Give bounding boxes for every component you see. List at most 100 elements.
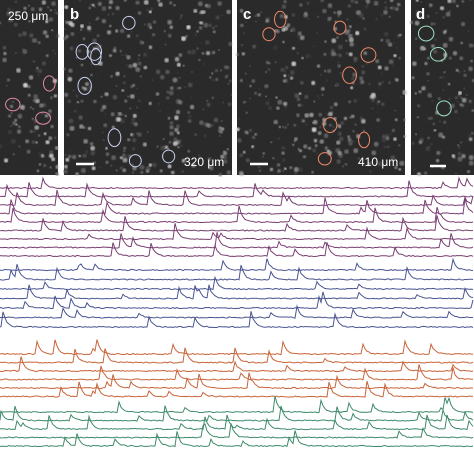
roi-outline [274, 10, 287, 29]
panel-label: c [243, 6, 251, 23]
trace [0, 311, 474, 329]
cell-speck [468, 154, 474, 161]
cell-speck [269, 167, 274, 172]
cell-speck [51, 29, 54, 32]
cell-speck [199, 10, 204, 15]
cell-speck [128, 64, 133, 69]
cell-speck [426, 72, 430, 76]
trace [0, 414, 474, 431]
cell-speck [469, 0, 472, 1]
cell-speck [26, 97, 29, 99]
roi-outline [77, 76, 92, 95]
cell-speck [260, 11, 263, 14]
cell-speck [198, 58, 201, 62]
cell-speck [352, 129, 355, 133]
cell-speck [454, 109, 458, 114]
trace [0, 284, 474, 300]
cell-speck [38, 7, 43, 12]
cell-speck [52, 49, 55, 52]
cell-speck [340, 121, 345, 126]
cell-speck [45, 34, 49, 39]
cell-speck [248, 101, 251, 103]
cell-speck [458, 146, 460, 149]
cell-speck [460, 141, 463, 144]
image-background [411, 0, 474, 175]
cell-speck [471, 109, 474, 112]
cell-speck [337, 64, 341, 68]
cell-speck [265, 95, 267, 98]
cell-speck [169, 25, 174, 30]
cell-speck [435, 12, 438, 14]
cell-speck [147, 123, 149, 125]
cell-speck [421, 87, 425, 90]
cell-speck [433, 129, 436, 132]
cell-speck [387, 42, 393, 47]
cell-speck [463, 87, 466, 90]
cell-speck [93, 5, 96, 8]
cell-speck [126, 55, 131, 60]
cell-speck [289, 70, 295, 76]
cell-speck [89, 142, 94, 146]
cell-speck [282, 40, 285, 44]
cell-speck [96, 34, 100, 38]
cell-speck [101, 104, 107, 110]
cell-speck [0, 71, 2, 74]
cell-speck [226, 9, 231, 15]
cell-speck [10, 19, 14, 22]
cell-speck [13, 22, 18, 27]
cell-speck [468, 43, 473, 48]
cell-speck [468, 133, 472, 138]
cell-speck [289, 76, 294, 80]
cell-speck [124, 114, 127, 118]
cell-speck [325, 146, 328, 149]
cell-speck [284, 70, 287, 73]
cell-speck [272, 157, 275, 160]
cell-speck [187, 119, 192, 123]
trace [0, 339, 473, 356]
cell-speck [54, 146, 59, 150]
cell-speck [345, 52, 349, 55]
cell-speck [3, 51, 7, 56]
cell-speck [187, 149, 191, 153]
cell-speck [54, 11, 57, 14]
cell-speck [394, 165, 398, 170]
cell-speck [36, 66, 39, 70]
cell-speck [16, 129, 22, 134]
cell-speck [255, 20, 257, 23]
cell-speck [135, 87, 138, 89]
cell-speck [180, 14, 183, 17]
cell-speck [291, 61, 297, 67]
cell-speck [122, 157, 128, 163]
trace [0, 223, 474, 241]
cell-speck [333, 11, 337, 15]
cell-speck [361, 70, 366, 75]
cell-speck [140, 170, 144, 174]
cell-speck [337, 44, 343, 50]
cell-speck [322, 117, 327, 123]
cell-speck [36, 169, 40, 173]
cell-speck [241, 52, 246, 56]
cell-speck [292, 143, 295, 146]
cell-speck [252, 44, 257, 49]
cell-speck [38, 163, 42, 166]
cell-speck [158, 2, 163, 7]
cell-speck [351, 77, 354, 81]
cell-speck [268, 106, 272, 110]
cell-speck [2, 57, 7, 63]
cell-speck [215, 25, 218, 28]
cell-speck [448, 107, 451, 110]
cell-speck [275, 96, 278, 99]
cell-speck [457, 94, 461, 97]
cell-speck [459, 56, 464, 61]
cell-speck [316, 95, 319, 97]
cell-speck [64, 154, 67, 156]
cell-speck [213, 117, 219, 123]
cell-speck [382, 81, 384, 83]
cell-speck [333, 102, 338, 107]
cell-speck [457, 144, 460, 147]
cell-speck [50, 96, 53, 100]
cell-speck [378, 87, 381, 89]
cell-speck [317, 15, 319, 18]
cell-speck [251, 79, 256, 83]
cell-speck [293, 166, 299, 172]
